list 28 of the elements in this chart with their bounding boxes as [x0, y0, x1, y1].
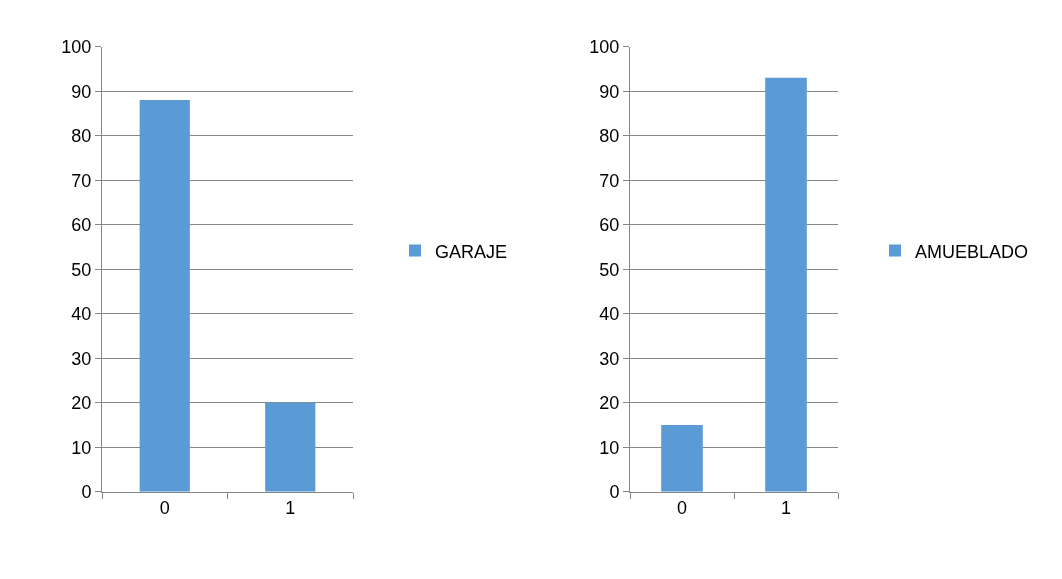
y-tick-label: 60	[71, 215, 92, 236]
x-tick-label: 1	[285, 498, 296, 519]
x-tick-label: 0	[159, 498, 170, 519]
y-tick-label: 70	[599, 170, 620, 191]
y-tick-label: 60	[599, 215, 620, 236]
y-tick-label: 40	[71, 304, 92, 325]
x-tick-label: 0	[676, 498, 688, 519]
y-tick-label: 0	[609, 482, 620, 503]
y-tick-label: 80	[71, 126, 92, 147]
y-tick-label: 20	[71, 393, 92, 414]
legend-label: GARAJE	[435, 241, 508, 262]
y-tick-label: 90	[599, 81, 620, 102]
y-tick-label: 100	[589, 36, 620, 57]
y-tick-label: 30	[71, 348, 92, 369]
y-tick-label: 20	[599, 393, 620, 414]
y-tick-label: 0	[81, 482, 92, 503]
y-tick-label: 70	[71, 170, 92, 191]
y-tick-label: 50	[71, 259, 92, 280]
y-tick-label: 30	[599, 348, 620, 369]
legend-label: AMUEBLADO	[915, 241, 1029, 262]
y-tick-label: 80	[599, 126, 620, 147]
y-tick-label: 40	[599, 304, 620, 325]
y-tick-label: 90	[71, 81, 92, 102]
y-tick-label: 10	[71, 437, 92, 458]
y-tick-label: 100	[61, 36, 92, 57]
y-tick-label: 50	[599, 259, 620, 280]
y-tick-label: 10	[599, 437, 620, 458]
x-tick-label: 1	[780, 498, 792, 519]
